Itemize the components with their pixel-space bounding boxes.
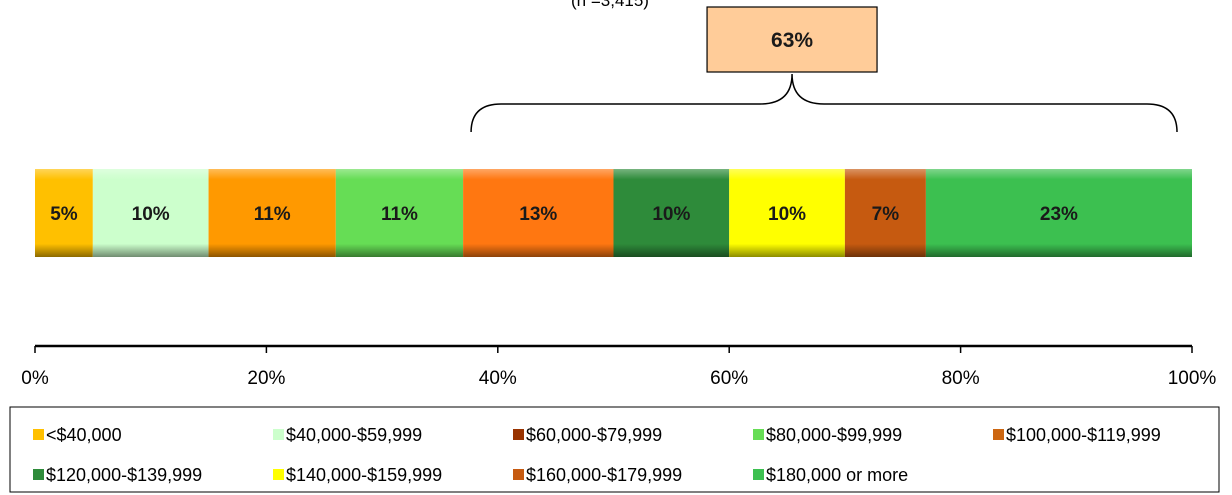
x-tick-label-1: 20% bbox=[247, 368, 285, 389]
callout-label: 63% bbox=[771, 29, 813, 52]
bar-segment-shading-6 bbox=[729, 169, 845, 257]
callout-brace bbox=[470, 73, 1178, 133]
legend-label-5: $120,000-$139,999 bbox=[46, 465, 202, 485]
legend-box bbox=[9, 406, 1220, 493]
legend-swatch-6 bbox=[273, 469, 284, 480]
legend-label-1: $40,000-$59,999 bbox=[286, 425, 422, 445]
bar-segment-shading-8 bbox=[925, 169, 1192, 257]
legend-swatch-5 bbox=[33, 469, 44, 480]
bar-segment-shading-5 bbox=[613, 169, 730, 257]
legend-swatch-7 bbox=[513, 469, 524, 480]
data-label-0: 5% bbox=[50, 204, 78, 225]
legend-swatch-4 bbox=[993, 429, 1004, 440]
data-label-3: 11% bbox=[381, 204, 418, 225]
x-axis: 0% 20% 40% 60% 80% 100% bbox=[21, 344, 1217, 389]
legend-label-6: $140,000-$159,999 bbox=[286, 465, 442, 485]
x-tick-label-5: 100% bbox=[1168, 368, 1217, 389]
data-label-4: 13% bbox=[519, 204, 557, 225]
legend-label-3: $80,000-$99,999 bbox=[766, 425, 902, 445]
x-tick-label-4: 80% bbox=[942, 368, 980, 389]
chart-subtitle: (n =3,415) bbox=[571, 0, 649, 10]
legend-swatch-1 bbox=[273, 429, 284, 440]
legend-label-4: $100,000-$119,999 bbox=[1006, 425, 1161, 445]
legend-label-0: <$40,000 bbox=[46, 425, 122, 445]
legend-swatch-8 bbox=[753, 469, 764, 480]
bar-segment-shading-7 bbox=[844, 169, 926, 257]
legend-label-7: $160,000-$179,999 bbox=[526, 465, 682, 485]
stacked-bar: 5% 10% 11% 11% 13% 10% 10% 7% 23% bbox=[35, 169, 1192, 257]
bar-segment-shading-3 bbox=[335, 169, 464, 257]
data-label-7: 7% bbox=[872, 204, 900, 225]
data-label-6: 10% bbox=[768, 204, 806, 225]
callout-group: 63% bbox=[470, 6, 1178, 133]
legend-swatch-3 bbox=[753, 429, 764, 440]
bar-segment-shading-0 bbox=[35, 169, 93, 257]
legend: <$40,000 $40,000-$59,999 $60,000-$79,999 $8… bbox=[33, 425, 1161, 485]
data-label-1: 10% bbox=[132, 204, 170, 225]
callout-box bbox=[706, 6, 878, 73]
bar-segment-shading-1 bbox=[92, 169, 209, 257]
legend-label-8: $180,000 or more bbox=[766, 465, 908, 485]
legend-swatch-2 bbox=[513, 429, 524, 440]
data-label-8: 23% bbox=[1040, 204, 1078, 225]
x-tick-label-0: 0% bbox=[21, 368, 49, 389]
x-tick-label-3: 60% bbox=[710, 368, 748, 389]
data-label-5: 10% bbox=[652, 204, 690, 225]
bar-segment-shading-4 bbox=[463, 169, 614, 257]
legend-swatch-0 bbox=[33, 429, 44, 440]
data-label-2: 11% bbox=[254, 204, 291, 225]
legend-label-2: $60,000-$79,999 bbox=[526, 425, 662, 445]
bar-segment-shading-2 bbox=[208, 169, 336, 257]
x-tick-label-2: 40% bbox=[479, 368, 517, 389]
